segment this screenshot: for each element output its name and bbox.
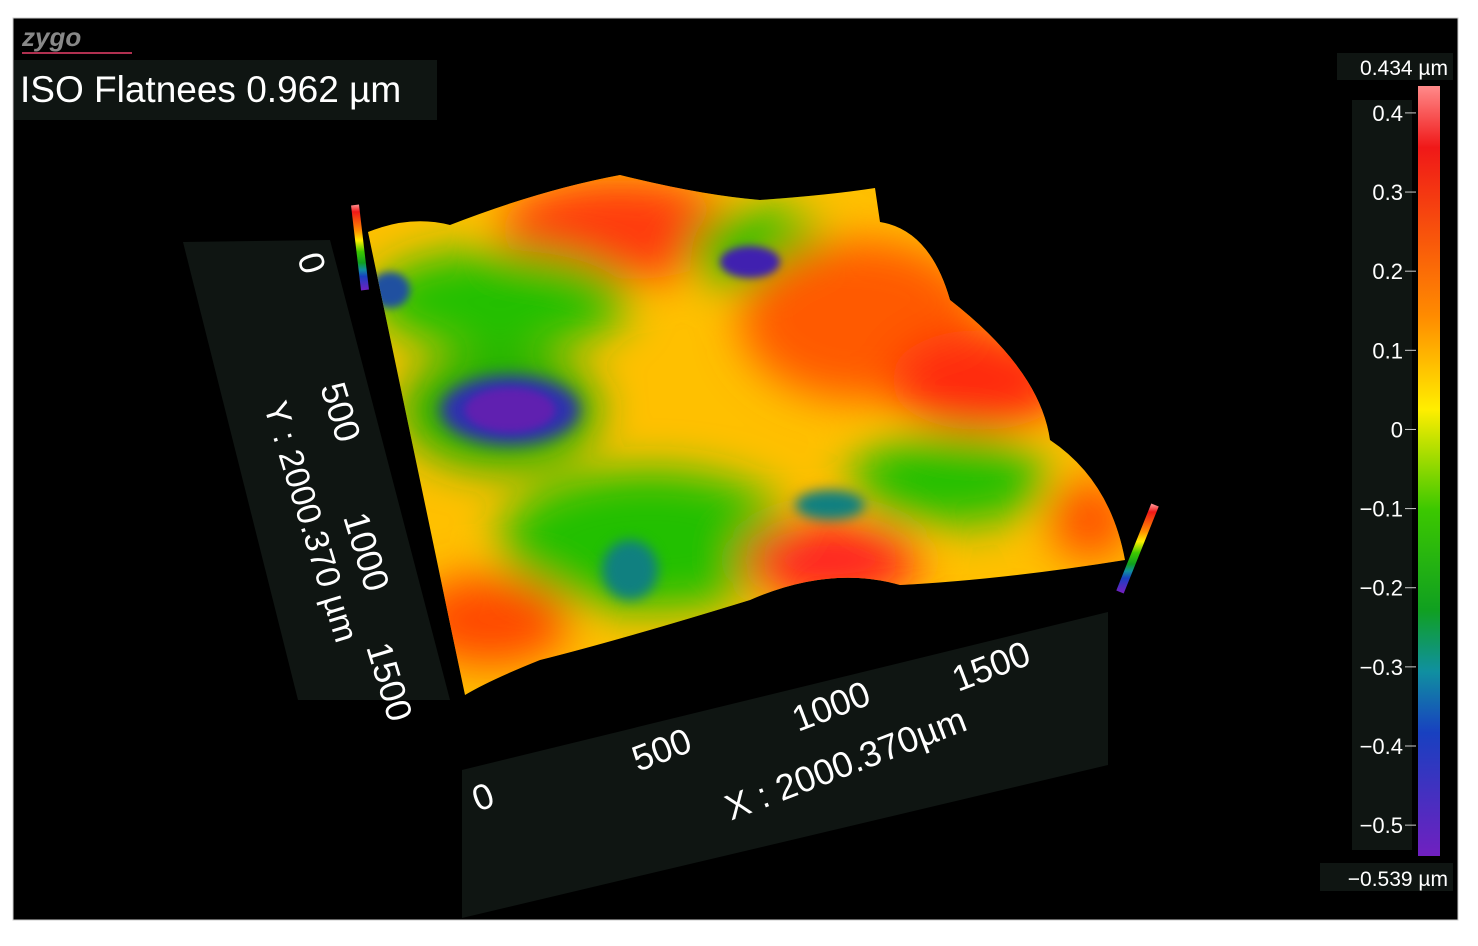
colorbar-max-label: 0.434 µm bbox=[1360, 57, 1448, 80]
logo: zygo bbox=[21, 22, 81, 52]
y-axis-panel bbox=[183, 240, 450, 700]
title-box bbox=[14, 60, 437, 120]
title: ISO Flatnees 0.962 µm bbox=[20, 69, 401, 110]
colorbar-tick-label: −0.5 bbox=[1360, 813, 1403, 838]
colorbar-tick-label: 0 bbox=[1391, 417, 1403, 442]
colorbar-tick-label: −0.3 bbox=[1360, 655, 1403, 680]
colorbar-tick-label: −0.4 bbox=[1360, 734, 1403, 759]
colorbar-tick-label: 0.4 bbox=[1372, 101, 1403, 126]
colorbar-min-box bbox=[1320, 863, 1453, 891]
colorbar-tick-label: 0.2 bbox=[1372, 259, 1403, 284]
corner-marker bbox=[351, 204, 369, 291]
colorbar-max-box bbox=[1337, 53, 1453, 80]
colorbar-min-label: −0.539 µm bbox=[1348, 868, 1448, 891]
x-axis-panel bbox=[462, 612, 1108, 918]
colorbar-tick-label: 0.1 bbox=[1372, 338, 1403, 363]
colorbar-tick-label: −0.2 bbox=[1360, 576, 1403, 601]
colorbar bbox=[1418, 86, 1440, 856]
colorbar-tick-label: −0.1 bbox=[1360, 497, 1403, 522]
colorbar-tick-label: 0.3 bbox=[1372, 180, 1403, 205]
corner-marker bbox=[1116, 503, 1159, 594]
colorbar-panel bbox=[1352, 100, 1412, 850]
